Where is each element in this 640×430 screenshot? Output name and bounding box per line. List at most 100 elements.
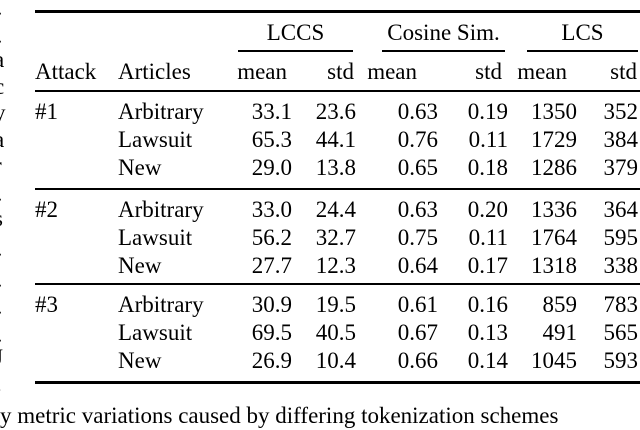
table-mid-rule-2 [35,283,640,285]
value-cell: 1318 [508,252,577,280]
value-cell: 0.61 [356,291,438,319]
value-cell: 56.2 [235,224,292,252]
articles-cell: New [118,154,235,182]
attack-id-cell [35,154,118,182]
attack-id-cell [35,347,118,375]
value-cell: 33.1 [235,98,292,126]
value-cell: 0.63 [356,98,438,126]
paper-page-crop: { "page": { "background": "#ffffff", "te… [0,0,640,421]
value-cell: 565 [577,319,638,347]
articles-cell: Lawsuit [118,224,235,252]
value-cell: 1286 [508,154,577,182]
value-cell: 0.67 [356,319,438,347]
value-cell: 44.1 [292,126,356,154]
value-cell: 1764 [508,224,577,252]
value-cell: 26.9 [235,347,292,375]
value-cell: 1045 [508,347,577,375]
value-cell: 1336 [508,196,577,224]
value-cell: 32.7 [292,224,356,252]
column-header-cosine-mean: mean [356,56,438,88]
group-header-lccs: LCCS [238,16,353,50]
paper-table: LCCS Cosine Sim. LCS Attack Articles mea… [35,0,640,421]
clipped-character-fragment: - [0,272,2,295]
clipped-character-fragment: - [0,0,2,23]
value-cell: 352 [577,98,638,126]
column-header-row: Attack Articles mean std mean std mean s… [35,56,638,88]
clipped-character-fragment: a [0,48,4,71]
attack-id-cell [35,224,118,252]
column-header-cosine-std: std [438,56,508,88]
value-cell: 27.7 [235,252,292,280]
value-cell: 0.11 [438,224,508,252]
clipped-character-fragment: a [0,128,4,151]
articles-cell: Arbitrary [118,291,235,319]
value-cell: 0.76 [356,126,438,154]
clipped-character-fragment: y [0,101,6,124]
value-cell: 0.20 [438,196,508,224]
column-header-lcs-std: std [577,56,638,88]
column-header-lccs-mean: mean [235,56,292,88]
value-cell: 859 [508,291,577,319]
value-cell: 40.5 [292,319,356,347]
value-cell: 0.17 [438,252,508,280]
value-cell: 65.3 [235,126,292,154]
value-cell: 0.11 [438,126,508,154]
attack-id-cell: #3 [35,291,118,319]
value-cell: 23.6 [292,98,356,126]
value-cell: 0.16 [438,291,508,319]
table-header-rule [35,90,640,92]
attack-id-cell [35,319,118,347]
cmidrule-lcs [527,50,638,52]
value-cell: 69.5 [235,319,292,347]
articles-cell: Lawsuit [118,126,235,154]
articles-cell: Lawsuit [118,319,235,347]
table-bottom-rule [35,381,640,384]
articles-cell: Arbitrary [118,98,235,126]
value-cell: 30.9 [235,291,292,319]
value-cell: 0.19 [438,98,508,126]
value-cell: 12.3 [292,252,356,280]
value-cell: 24.4 [292,196,356,224]
articles-cell: New [118,347,235,375]
value-cell: 364 [577,196,638,224]
table-mid-rule-1 [35,188,640,190]
clipped-character-fragment: r [0,154,2,177]
attack-id-cell: #2 [35,196,118,224]
value-cell: 1350 [508,98,577,126]
value-cell: 0.18 [438,154,508,182]
value-cell: 29.0 [235,154,292,182]
clipped-character-fragment: c [0,75,4,98]
value-cell: 783 [577,291,638,319]
value-cell: 0.13 [438,319,508,347]
value-cell: 1729 [508,126,577,154]
value-cell: 0.14 [438,347,508,375]
cmidrule-cosine-sim [382,50,505,52]
clipped-character-fragment: J [0,346,3,369]
value-cell: 595 [577,224,638,252]
table-caption: y metric variations caused by differing … [0,402,640,430]
value-cell: 338 [577,252,638,280]
value-cell: 593 [577,347,638,375]
value-cell: 33.0 [235,196,292,224]
cmidrule-lccs [238,50,353,52]
column-header-attack: Attack [35,56,118,88]
group-header-cosine-sim: Cosine Sim. [372,16,515,50]
column-header-lcs-mean: mean [508,56,577,88]
table-top-rule [35,10,640,13]
clipped-character-fragment: - [0,299,2,322]
value-cell: 0.64 [356,252,438,280]
value-cell: 19.5 [292,291,356,319]
attack-id-cell: #1 [35,98,118,126]
attack-id-cell [35,126,118,154]
